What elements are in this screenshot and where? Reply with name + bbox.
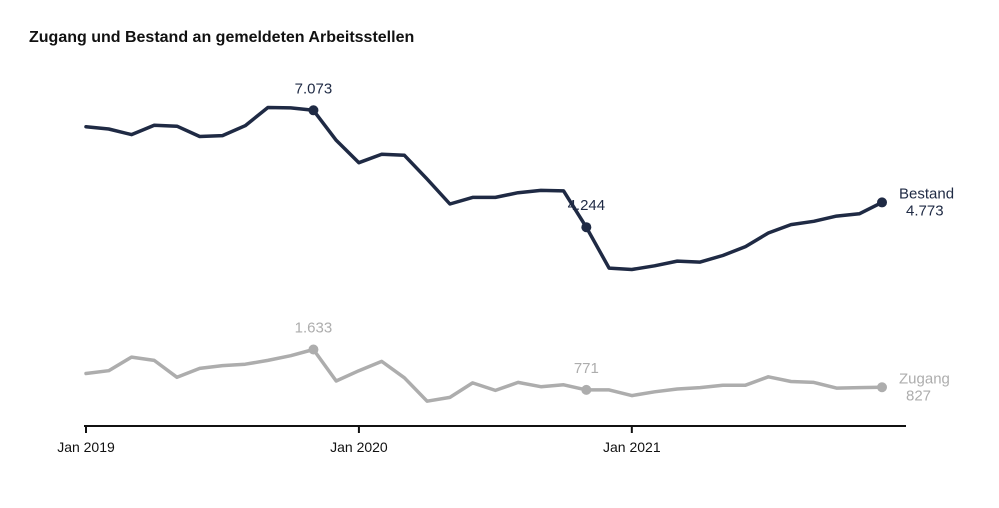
zugang-line	[84, 347, 884, 403]
x-axis: Jan 2019 Jan 2020 Jan 2021	[57, 426, 661, 455]
zugang-point-marker	[877, 382, 887, 393]
chart-title: Zugang und Bestand an gemeldeten Arbeits…	[29, 29, 415, 46]
zugang-last-value-label: 827	[906, 387, 931, 404]
zugang-value-label: 1.633	[295, 320, 333, 337]
bestand-value-label: 4.244	[568, 197, 606, 214]
bestand-last-value-label: 4.773	[906, 202, 944, 219]
x-tick-label: Jan 2021	[603, 439, 661, 455]
bestand-point-marker	[877, 197, 887, 208]
bestand-point-marker	[308, 105, 319, 116]
bestand-series-name: Bestand	[899, 185, 954, 202]
series-layer	[84, 105, 884, 403]
bestand-line	[84, 105, 884, 272]
zugang-point-marker	[308, 344, 319, 355]
x-tick-label: Jan 2019	[57, 439, 115, 455]
x-tick-label: Jan 2020	[330, 439, 388, 455]
zugang-series-name: Zugang	[899, 370, 950, 387]
marker-layer	[308, 105, 887, 395]
zugang-point-marker	[581, 384, 592, 395]
zugang-value-label: 771	[574, 360, 599, 377]
bestand-point-marker	[581, 222, 592, 233]
bestand-value-label: 7.073	[295, 80, 333, 97]
